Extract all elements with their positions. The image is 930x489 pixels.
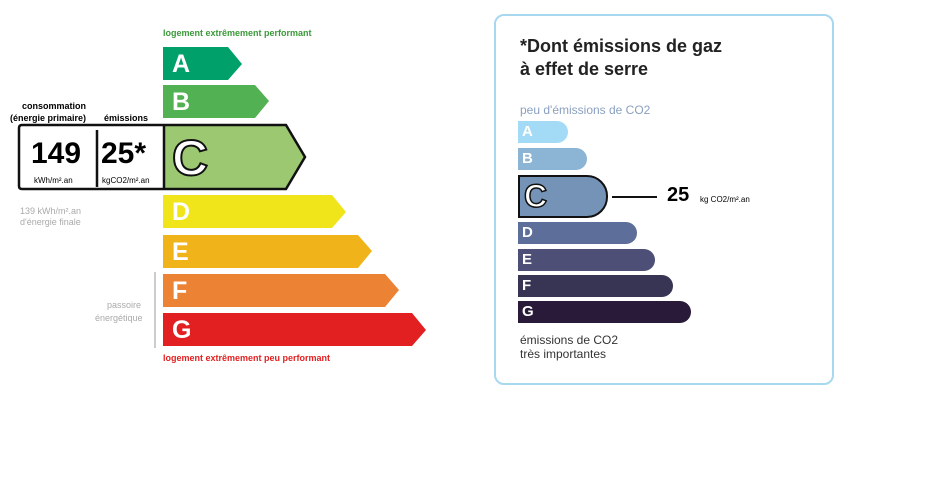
energy-bar-d bbox=[163, 195, 346, 228]
emissions-label: émissions bbox=[104, 113, 149, 123]
final-energy-value: 139 kWh/m².an bbox=[20, 206, 82, 216]
consumption-label: consommation bbox=[22, 101, 87, 111]
ges-bar-a: A bbox=[518, 121, 568, 143]
ges-bar-d: D bbox=[518, 222, 637, 244]
ges-bar-f: F bbox=[518, 275, 673, 297]
ges-bottom-line-1: émissions de CO2 bbox=[520, 333, 619, 347]
energy-bar-a bbox=[163, 47, 242, 80]
ges-bar-e: E bbox=[518, 249, 655, 271]
energy-letter-f: F bbox=[172, 277, 188, 305]
ges-top-label: peu d'émissions de CO2 bbox=[520, 103, 651, 117]
consumption-value: 149 bbox=[31, 137, 82, 170]
energy-letter-g: G bbox=[172, 316, 192, 344]
ges-unit: kg CO2/m².an bbox=[700, 195, 750, 204]
energy-letter-e: E bbox=[172, 238, 189, 266]
energy-letter-a: A bbox=[172, 50, 191, 78]
energy-bottom-label: logement extrêmement peu performant bbox=[163, 353, 331, 363]
ges-title: *Dont émissions de gaz à effet de serre bbox=[520, 35, 722, 81]
ges-bottom-line-2: très importantes bbox=[520, 347, 607, 361]
energy-bar-c bbox=[165, 126, 304, 188]
passoire-label: passoire bbox=[107, 300, 142, 310]
ges-panel bbox=[494, 14, 834, 385]
ges-bottom-label: émissions de CO2 très importantes bbox=[520, 333, 618, 361]
consumption-unit: kWh/m².an bbox=[34, 176, 73, 185]
energy-letter-c: C bbox=[171, 129, 209, 187]
emissions-unit: kgCO2/m².an bbox=[102, 176, 150, 185]
current-class-frame bbox=[17, 123, 307, 191]
ges-value: 25 bbox=[667, 184, 690, 206]
ges-bar-g: G bbox=[518, 301, 691, 323]
energy-bar-g bbox=[163, 313, 426, 346]
final-energy-label: d'énergie finale bbox=[20, 217, 81, 227]
consumption-sublabel: (énergie primaire) bbox=[10, 113, 87, 123]
energy-bar-e bbox=[163, 235, 372, 268]
energy-letter-d: D bbox=[172, 198, 191, 226]
emissions-value: 25* bbox=[101, 137, 147, 170]
energy-bar-f bbox=[163, 274, 399, 307]
ges-bar-c: C bbox=[518, 175, 608, 218]
ges-bar-b: B bbox=[518, 148, 587, 170]
ges-title-line-2: à effet de serre bbox=[520, 59, 649, 79]
energy-letter-b: B bbox=[172, 88, 191, 116]
ges-title-line-1: *Dont émissions de gaz bbox=[520, 36, 723, 56]
energy-bars bbox=[17, 47, 426, 348]
energy-bar-b bbox=[163, 85, 269, 118]
ges-pointer-line bbox=[612, 196, 657, 198]
passoire-label-2: énergétique bbox=[95, 313, 143, 323]
energy-top-label: logement extrêmement performant bbox=[163, 28, 312, 38]
